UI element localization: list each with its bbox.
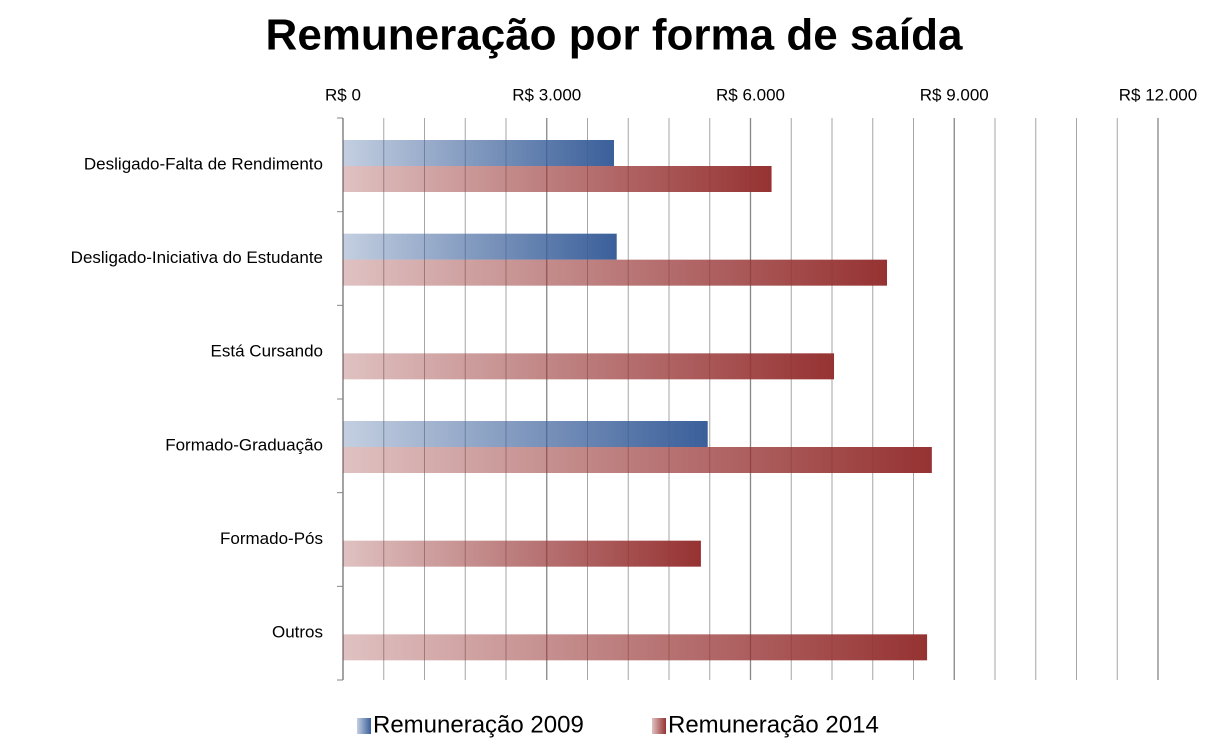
legend-label: Remuneração 2009 (373, 711, 584, 738)
bar (343, 634, 928, 661)
y-tick-label: Formado-Pós (220, 529, 323, 548)
bar (343, 140, 614, 166)
bar (343, 421, 708, 447)
legend-swatch (652, 718, 666, 734)
bar (343, 540, 701, 567)
x-tick-label: R$ 9.000 (920, 85, 989, 104)
y-tick-label: Está Cursando (211, 342, 323, 361)
x-tick-label: R$ 3.000 (512, 85, 581, 104)
x-tick-label: R$ 12.000 (1119, 85, 1197, 104)
bar (343, 259, 888, 286)
legend-swatch (357, 718, 371, 734)
chart-title: Remuneração por forma de saída (266, 11, 963, 60)
bar (343, 353, 835, 380)
y-tick-label: Formado-Graduação (165, 435, 323, 454)
bar (343, 166, 772, 192)
y-tick-label: Desligado-Falta de Rendimento (84, 154, 323, 173)
x-tick-label: R$ 0 (325, 85, 361, 104)
bar (343, 233, 617, 260)
y-tick-label: Outros (272, 623, 323, 642)
y-tick-label: Desligado-Iniciativa do Estudante (71, 248, 323, 267)
x-tick-label: R$ 6.000 (716, 85, 785, 104)
legend-label: Remuneração 2014 (668, 711, 879, 738)
bar (343, 447, 932, 473)
